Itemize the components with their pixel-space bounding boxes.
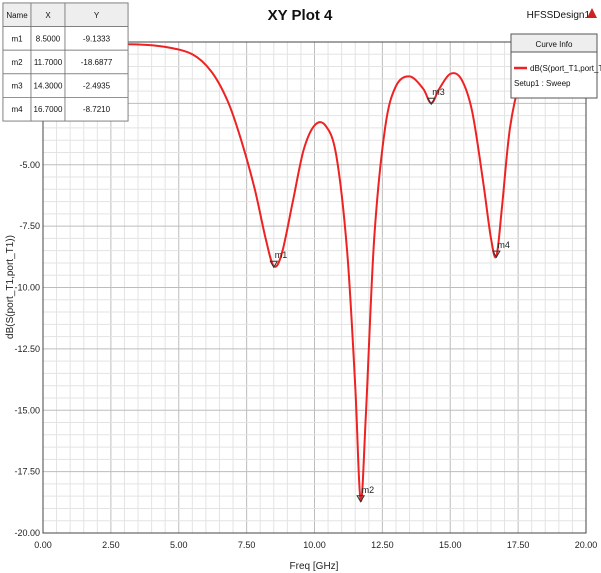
table-value: -18.6877 (81, 58, 113, 67)
table-value: 11.7000 (34, 58, 63, 67)
x-tick-label: 5.00 (170, 540, 188, 550)
y-tick-label: -15.00 (14, 405, 40, 415)
x-tick-label: 12.50 (371, 540, 394, 550)
grid-lines (42, 41, 587, 534)
x-axis-ticks: 0.00 2.50 5.00 7.50 10.00 12.50 15.00 17.50 20.0… (34, 540, 597, 550)
chart-title: XY Plot 4 (268, 7, 333, 24)
x-axis-label: Freq [GHz] (290, 561, 339, 572)
x-tick-label: 17.50 (507, 540, 530, 550)
marker-m2-label: m2 (362, 485, 375, 495)
marker-m1-symbol (269, 260, 279, 269)
y-tick-label: -10.00 (14, 283, 40, 293)
table-cell (64, 97, 129, 122)
table-value: m4 (11, 105, 23, 114)
table-header: Y (94, 11, 100, 20)
y-axis-label: dB(S(port_T1,port_T1)) (5, 235, 16, 339)
curve-markers: m1 m2 m3 m4 (269, 87, 510, 503)
marker-m2-symbol (356, 495, 366, 503)
legend-header (510, 33, 598, 53)
table-value: 8.5000 (36, 34, 61, 43)
marker-m1-label: m1 (275, 250, 288, 260)
table-header: Name (6, 11, 28, 20)
x-tick-label: 0.00 (34, 540, 52, 550)
table-value: 14.3000 (34, 82, 63, 91)
marker-m4-label: m4 (497, 240, 510, 250)
y-tick-label: -7.50 (19, 221, 40, 231)
marker-m4-symbol (492, 250, 501, 259)
y-tick-label: -12.50 (14, 344, 40, 354)
design-name: HFSSDesign1 (527, 10, 591, 21)
marker-table: Name X Ym1 8.5000 -9.1333 m2 11.7000 -18.6877 m3… (2, 2, 129, 122)
table-value: -2.4935 (83, 82, 111, 91)
legend-title: Curve Info (536, 40, 573, 49)
table-value: m3 (11, 82, 23, 91)
legend-setup: Setup1 : Sweep (514, 79, 571, 88)
y-tick-label: -5.00 (19, 160, 40, 170)
y-tick-label: -17.50 (14, 467, 40, 477)
marker-m3-label: m3 (432, 87, 445, 97)
marker-m3-symbol (426, 97, 436, 106)
legend: Curve Info dB(S(port_T1,port_T1)) Setup1… (510, 33, 601, 99)
legend-series-name: dB(S(port_T1,port_T1)) (530, 64, 601, 73)
table-value: -8.7210 (83, 105, 111, 114)
table-value: m2 (11, 58, 23, 67)
x-tick-label: 15.00 (439, 540, 462, 550)
table-value: m1 (11, 34, 23, 43)
x-tick-label: 2.50 (102, 540, 120, 550)
y-tick-label: -20.00 (14, 528, 40, 538)
design-warning-icon (587, 8, 597, 18)
x-tick-label: 20.00 (575, 540, 598, 550)
y-axis-ticks: -5.00 -7.50 -10.00 -12.50 -15.00 -17.50 -20.00 (14, 160, 40, 538)
x-tick-label: 7.50 (238, 540, 256, 550)
plot-frame (42, 41, 587, 534)
table-header: X (45, 11, 51, 20)
x-tick-label: 10.00 (303, 540, 326, 550)
table-value: -9.1333 (83, 34, 111, 43)
table-value: 16.7000 (34, 105, 63, 114)
